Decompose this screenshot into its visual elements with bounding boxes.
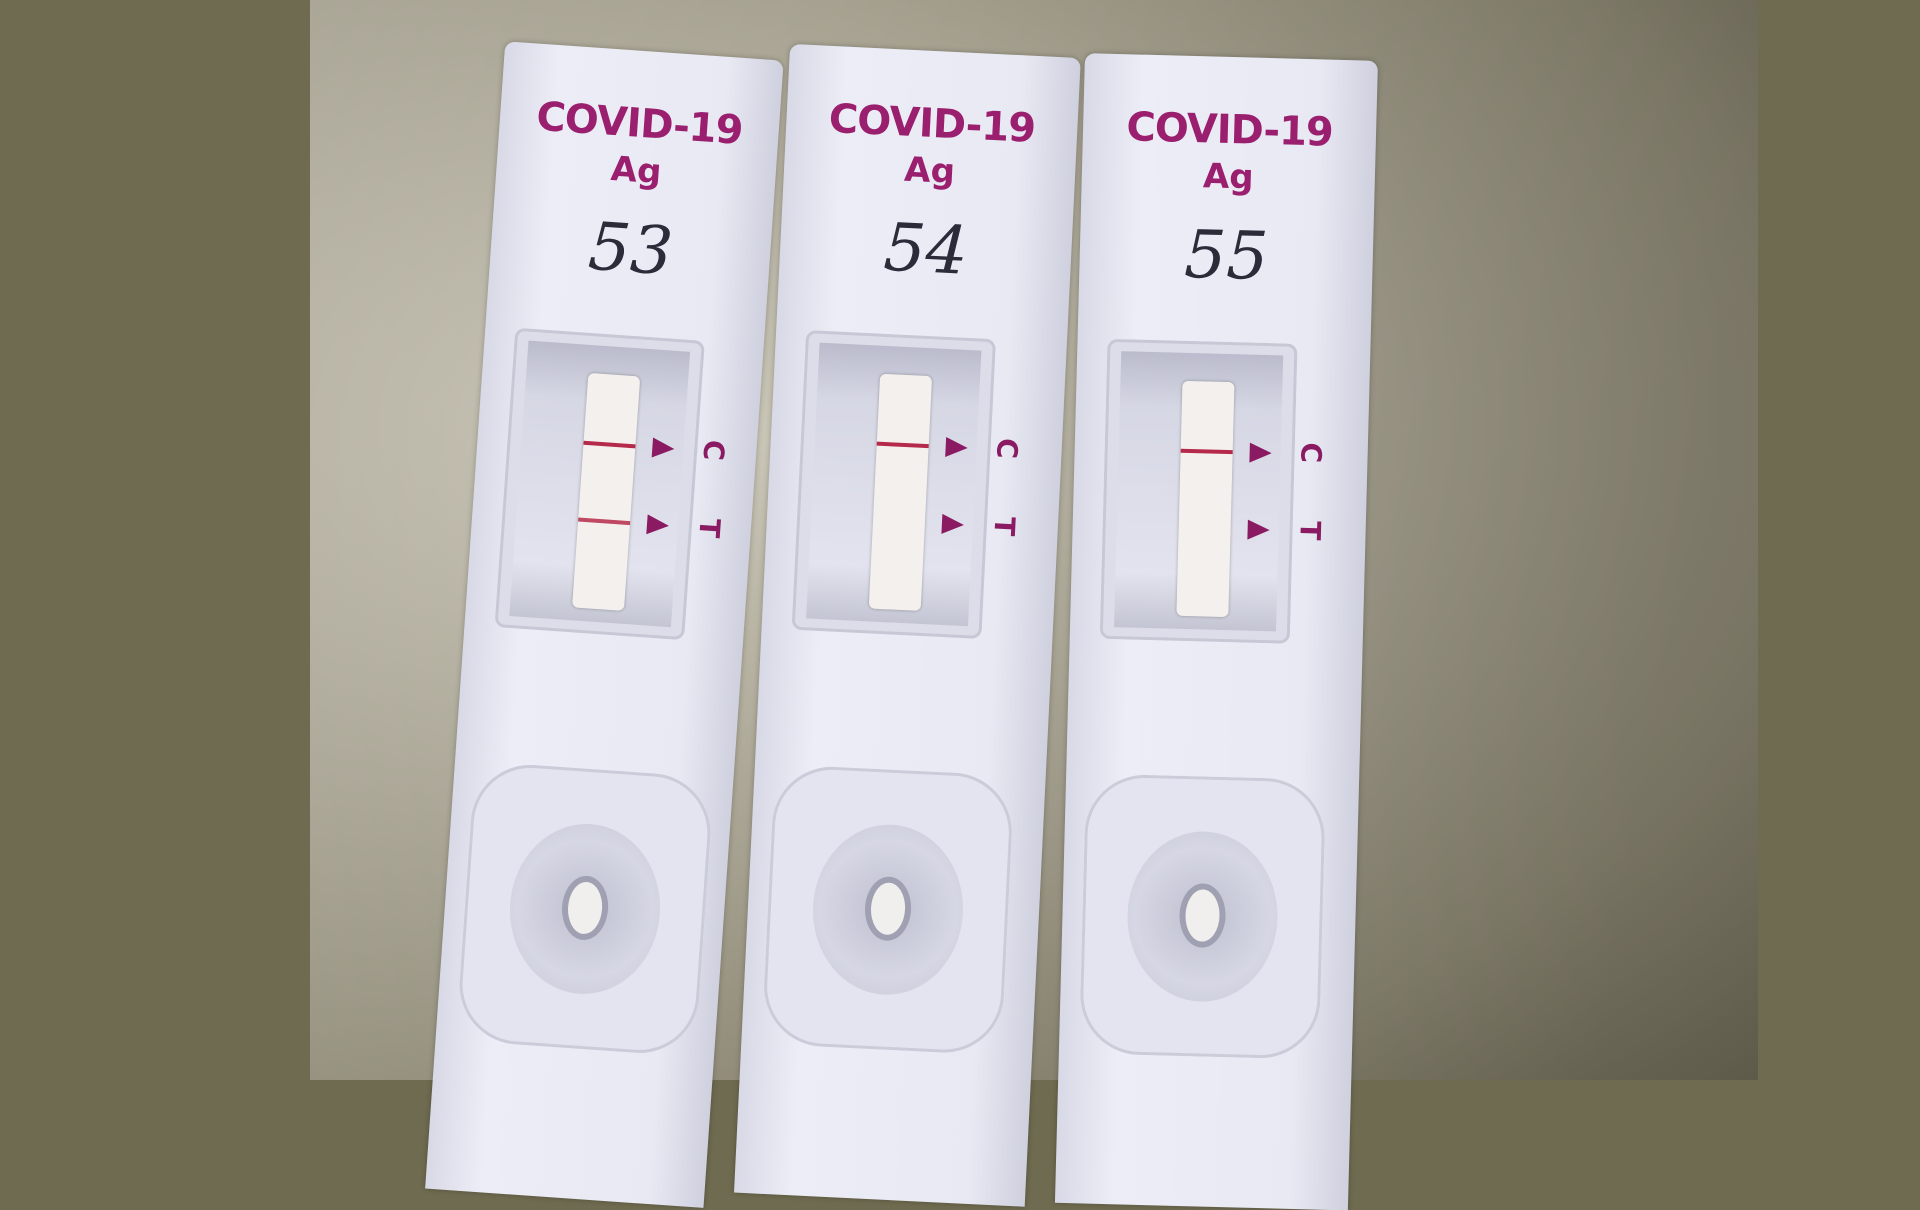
control-arrow-icon [945, 436, 969, 459]
control-arrow-icon [651, 437, 676, 460]
result-window: C T [1099, 338, 1328, 644]
result-window: C T [791, 330, 1024, 639]
sample-well [1078, 773, 1327, 1060]
test-marker: T [1293, 520, 1327, 541]
handwritten-label: 55 [1183, 215, 1270, 296]
result-window: C T [494, 327, 731, 641]
test-cassette-54: COVID-19 Ag 54 C T [733, 43, 1081, 1207]
cassette-subtitle: Ag [903, 149, 956, 193]
cassette-subtitle: Ag [1202, 156, 1255, 198]
sample-hole [566, 880, 604, 936]
test-line [578, 517, 631, 526]
test-marker: T [987, 516, 1022, 537]
test-arrow-icon [646, 514, 670, 536]
control-marker: C [1294, 442, 1328, 464]
sample-hole [869, 881, 907, 936]
handwritten-label: 53 [586, 207, 676, 291]
control-line [876, 441, 929, 449]
test-arrow-icon [941, 513, 965, 535]
control-marker: C [989, 437, 1024, 460]
sample-well [455, 760, 715, 1057]
control-arrow-icon [1249, 442, 1272, 464]
test-cassette-55: COVID-19 Ag 55 C T [1054, 53, 1378, 1210]
handwritten-label: 54 [881, 208, 970, 290]
control-line [1180, 448, 1233, 455]
control-line [583, 440, 636, 449]
test-arrow-icon [1247, 519, 1270, 541]
control-marker: C [696, 438, 731, 462]
cassette-title: COVID-19 [1125, 104, 1334, 156]
test-marker: T [692, 517, 727, 539]
sample-well [761, 764, 1015, 1056]
test-strip [1176, 380, 1235, 618]
sample-hole [1184, 889, 1221, 942]
